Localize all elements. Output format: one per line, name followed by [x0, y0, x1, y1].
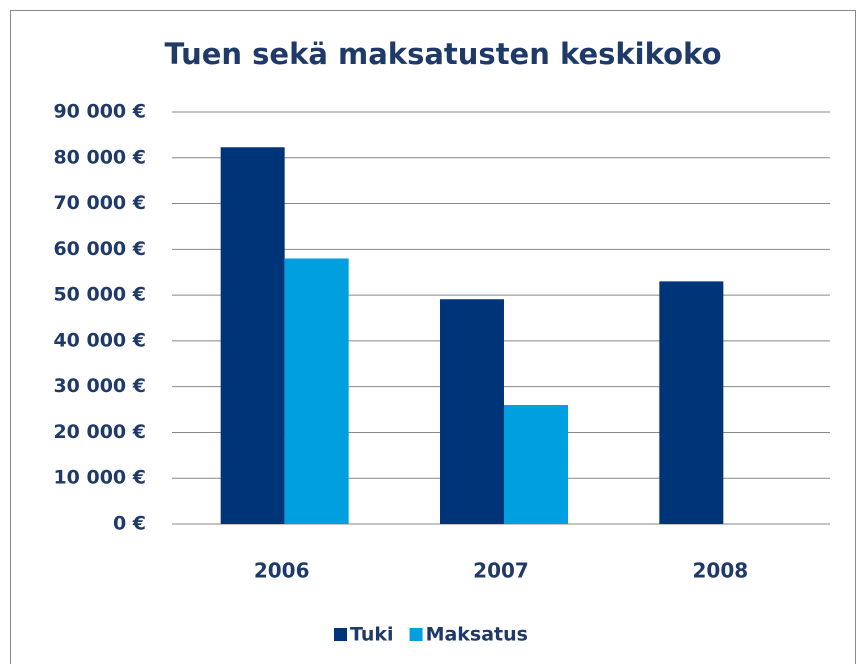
legend-label: Maksatus [426, 624, 528, 646]
y-tick-label: 20 000 € [53, 421, 146, 443]
chart-title: Tuen sekä maksatusten keskikoko [164, 37, 721, 71]
legend-swatch [409, 628, 423, 641]
y-tick-label: 60 000 € [53, 238, 146, 260]
x-tick-label: 2008 [692, 559, 748, 583]
x-tick-label: 2006 [254, 559, 310, 583]
bar [284, 258, 349, 524]
y-tick-label: 50 000 € [53, 284, 146, 306]
y-tick-label: 80 000 € [53, 146, 146, 168]
y-tick-label: 90 000 € [53, 101, 146, 123]
y-tick-label: 40 000 € [53, 329, 146, 351]
x-tick-label: 2007 [473, 559, 529, 583]
y-tick-label: 0 € [113, 513, 146, 535]
y-tick-label: 70 000 € [53, 192, 146, 214]
y-tick-label: 10 000 € [53, 467, 146, 489]
bar [504, 404, 568, 524]
bar [659, 281, 724, 524]
bar [440, 299, 504, 524]
legend-label: Tuki [350, 624, 394, 646]
bar [220, 147, 285, 524]
y-tick-label: 30 000 € [53, 375, 146, 397]
legend-swatch [334, 628, 347, 641]
